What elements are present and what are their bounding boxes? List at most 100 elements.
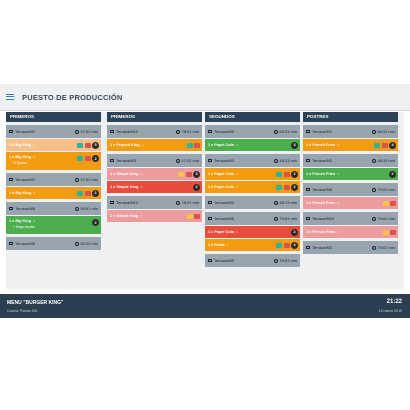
cancel-button[interactable] — [84, 142, 91, 148]
order-item[interactable]: 1 x Papel Cola ⌂ 2 — [205, 168, 300, 180]
clock-icon — [372, 129, 377, 134]
cancel-button[interactable] — [381, 142, 388, 148]
order-header: Terraza/M3 48:13 min — [205, 154, 300, 167]
order-item[interactable]: 1 x French Fries ⌂ 2 — [303, 168, 398, 180]
order-card[interactable]: Terraza/M10 78:51 min 1 x Pequeb King ⌂ — [107, 125, 202, 151]
ready-button[interactable] — [77, 156, 83, 161]
menu-icon[interactable] — [6, 94, 14, 100]
table-icon — [306, 246, 310, 249]
order-card[interactable]: Terraza/M12 78:51 min 1 x Simple King ⌂ — [107, 196, 202, 222]
table-icon — [9, 130, 13, 133]
order-item[interactable]: 1 x French Fries ⌂ 4 — [303, 139, 398, 151]
order-card[interactable]: Terraza/M3 79:61 min — [303, 241, 398, 254]
burger-icon: ⌂ — [337, 230, 340, 234]
cancel-button[interactable] — [283, 184, 290, 190]
start-button[interactable] — [186, 213, 193, 219]
cancel-button[interactable] — [390, 229, 396, 235]
table-name: Terraza/M5 — [214, 129, 235, 134]
item-name: 1 x French Fries — [306, 172, 336, 176]
order-header: Terraza/M10 78:51 min — [107, 125, 202, 138]
order-item[interactable]: 1 x Papel Cola ⌂ 2 — [205, 226, 300, 238]
burger-icon: ⌂ — [337, 201, 340, 205]
order-header: Terraza/M3 48:31 min — [303, 154, 398, 167]
order-item[interactable]: 1 x Simple King ⌂ — [107, 210, 202, 222]
table-name: Terraza/M3 — [312, 245, 333, 250]
order-card[interactable]: Terraza/M3 48:31 min 1 x French Fries ⌂ 2 — [303, 154, 398, 180]
order-item[interactable]: 1 x Big King ⌂ 2 — [6, 187, 101, 199]
elapsed-time: 48:13 min — [279, 200, 297, 205]
item-controls: 2 — [77, 155, 99, 162]
cancel-button[interactable] — [185, 171, 192, 177]
order-item[interactable]: 1 x French Fries ⌂ — [303, 226, 398, 238]
cancel-button[interactable] — [283, 242, 290, 248]
cancel-button[interactable] — [390, 200, 396, 206]
start-button[interactable] — [178, 171, 184, 177]
order-card[interactable]: Terraza/M6 30:12 min — [6, 237, 101, 250]
order-card[interactable]: Terraza/M3 48:13 min 1 x Papel Cola ⌂ 2 1 x P… — [205, 154, 300, 193]
order-card[interactable]: Terraza/M1 48:31 min 1 x French Fries ⌂ 4 — [303, 125, 398, 151]
burger-icon: ⌂ — [32, 219, 36, 223]
burger-icon: ⌂ — [337, 172, 340, 176]
clock-icon — [274, 158, 279, 163]
start-button[interactable] — [382, 200, 389, 206]
order-card[interactable]: Terraza/M8 79:61 min 1 x Papel Cola ⌂ 2 1 x F… — [205, 212, 300, 251]
order-item[interactable]: 1 x Papel Cola ⌂ 2 — [205, 181, 300, 193]
item-controls — [382, 229, 396, 235]
order-header: Terraza/M2 47:01 min — [6, 173, 101, 186]
table-icon — [208, 217, 212, 220]
order-item[interactable]: 1 x Simple King ⌂ 2 — [107, 181, 202, 193]
ready-button[interactable] — [276, 242, 282, 248]
quantity-badge: 2 — [291, 183, 298, 191]
cancel-button[interactable] — [84, 156, 91, 161]
start-button[interactable] — [382, 229, 389, 235]
order-card[interactable]: Terraza/M1 47:01 min 1 x Big King ⌂ 5 1 x Big… — [6, 125, 101, 170]
table-name: Terraza/M1 — [15, 129, 36, 134]
column-3: POSTRES Terraza/M1 48:31 min 1 x French Fri… — [303, 112, 398, 289]
burger-icon: ⌂ — [140, 172, 143, 176]
elapsed-time: 78:51 min — [181, 200, 199, 205]
item-name: 1 x Papel Cola — [208, 230, 234, 234]
item-name: 1 x Big King — [9, 191, 31, 195]
order-card[interactable]: Terraza/M9 79:61 min — [205, 254, 300, 267]
order-header: Terraza/M10 79:61 min — [303, 212, 398, 225]
cancel-button[interactable] — [283, 171, 290, 177]
item-controls: 2 — [389, 170, 396, 178]
cancel-button[interactable] — [194, 213, 200, 219]
ready-button[interactable] — [77, 190, 83, 196]
elapsed-time: 47:01 min — [181, 158, 199, 163]
ready-button[interactable] — [276, 171, 282, 177]
ready-button[interactable] — [276, 184, 282, 190]
elapsed-time: 78:51 min — [181, 129, 199, 134]
order-item[interactable]: 1 x Big King ⌂ + Mayo burder 2 — [6, 216, 101, 234]
cancel-button[interactable] — [84, 190, 91, 196]
order-card[interactable]: Terraza/M2 47:01 min 1 x Big King ⌂ 2 — [6, 173, 101, 199]
item-name: 1 x Pequeb King — [110, 143, 140, 147]
table-name: Terraza/M10 — [312, 216, 335, 221]
order-card[interactable]: Terraza/M5 60:21 min 1 x Papel Cola ⌂ 3 — [205, 125, 300, 151]
ready-button[interactable] — [374, 142, 380, 148]
order-card[interactable]: Terraza/M10 79:61 min 1 x French Fries ⌂ — [303, 212, 398, 238]
quantity-badge: 2 — [389, 170, 396, 178]
order-item[interactable]: 1 x Fanta ⌂ 4 — [205, 239, 300, 251]
cancel-button[interactable] — [194, 142, 200, 148]
order-card[interactable]: Terraza/M3 47:01 min 1 x Simple King ⌂ 3 1 x … — [107, 154, 202, 193]
item-controls: 2 — [193, 183, 200, 191]
order-item[interactable]: 1 x Pequeb King ⌂ — [107, 139, 202, 151]
order-card[interactable]: Terraza/M8 39:51 min 1 x Big King ⌂ + Mayo b… — [6, 202, 101, 234]
quantity-badge: 2 — [291, 170, 298, 178]
order-item[interactable]: 1 x Simple King ⌂ 3 — [107, 168, 202, 180]
table-name: Terraza/M2 — [214, 200, 235, 205]
order-card[interactable]: Terraza/M2 48:13 min — [205, 196, 300, 209]
item-name: 1 x Big King — [9, 143, 31, 147]
ready-button[interactable] — [186, 142, 193, 148]
order-item[interactable]: 1 x Papel Cola ⌂ 3 — [205, 139, 300, 151]
order-item[interactable]: 1 x Big King ⌂ 5 — [6, 139, 101, 151]
order-item[interactable]: 1 x French Fries ⌂ — [303, 197, 398, 209]
order-item[interactable]: 1 x Big King ⌂ ½ Queso 2 — [6, 152, 101, 170]
order-card[interactable]: Terraza/M8 79:61 min 1 x French Fries ⌂ — [303, 183, 398, 209]
item-controls: 2 — [92, 219, 99, 226]
table-name: Terraza/M3 — [116, 158, 137, 163]
quantity-badge: 4 — [291, 241, 298, 249]
ready-button[interactable] — [77, 142, 83, 148]
table-name: Terraza/M12 — [116, 200, 139, 205]
